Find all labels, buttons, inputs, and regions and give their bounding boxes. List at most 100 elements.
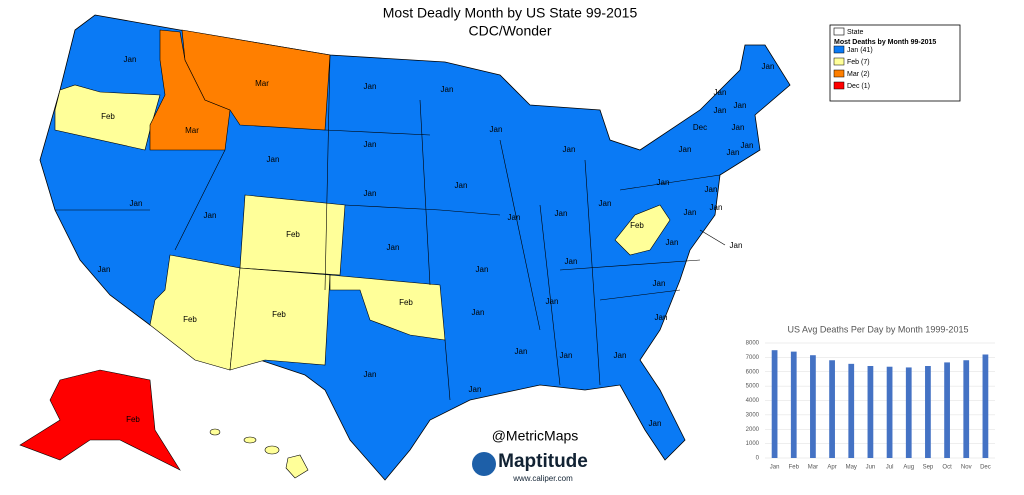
y-tick-label: 2000 (746, 427, 760, 433)
x-tick-label: May (846, 465, 857, 471)
state-label: Jan (741, 141, 754, 150)
state-label: Jan (655, 313, 668, 322)
state-label: Jan (267, 155, 280, 164)
bar (925, 366, 931, 458)
state-label: Jan (472, 308, 485, 317)
legend-items: Jan (41) Feb (7) Mar (2) Dec (1) (833, 45, 873, 90)
island (209, 428, 221, 436)
state-borders (55, 54, 721, 401)
bar (848, 363, 855, 458)
legend-swatch (833, 81, 845, 90)
state-label: Jan (546, 297, 559, 306)
state-label: Jan (204, 211, 217, 220)
y-tick-label: 1000 (746, 441, 760, 447)
state-label: Jan (364, 189, 377, 198)
y-tick-label: 7000 (746, 355, 760, 361)
state-label: Jan (730, 241, 743, 250)
brand-url: www.caliper.com (512, 474, 573, 483)
bar (771, 350, 778, 458)
y-tick-label: 0 (756, 456, 760, 462)
state-label: Jan (364, 140, 377, 149)
state-label: Jan (469, 385, 482, 394)
credit: @MetricMaps (492, 428, 579, 444)
x-tick-label: Jan (770, 465, 780, 471)
bar (886, 366, 893, 458)
state-label: Feb (101, 112, 115, 121)
brand: Maptitude (498, 451, 588, 472)
island (243, 436, 257, 444)
state-label: Jan (130, 199, 143, 208)
state-label: Jan (364, 82, 377, 91)
legend-label: Feb (7) (847, 59, 870, 66)
legend-swatch (833, 45, 845, 54)
state-label: Jan (441, 85, 454, 94)
legend-label: Dec (1) (847, 83, 870, 90)
bar (829, 360, 835, 458)
x-tick-label: Aug (903, 465, 914, 471)
legend: State Most Deaths by Month 99-2015 Jan (… (829, 24, 961, 102)
x-tick-label: Jul (886, 465, 894, 471)
y-tick-label: 5000 (746, 384, 760, 390)
state-labels: Jan Feb Jan Jan Mar Mar Jan Jan Feb Feb Feb Jan Jan J… (98, 55, 775, 428)
legend-label: Jan (41) (847, 47, 873, 54)
state-label: Jan (98, 265, 111, 274)
state-label: Dec (693, 123, 707, 132)
bar (982, 354, 989, 458)
state-label: Jan (364, 370, 377, 379)
x-tick-label: Jun (866, 465, 876, 471)
legend-box (829, 24, 961, 102)
state-label: Jan (560, 351, 573, 360)
state-label: Jan (727, 148, 740, 157)
state-label: Jan (555, 209, 568, 218)
x-tick-label: Nov (961, 465, 972, 471)
state-shape (229, 267, 331, 371)
state-label: Jan (649, 419, 662, 428)
state-label: Jan (710, 203, 723, 212)
bar (790, 351, 797, 458)
state-label: Feb (272, 310, 286, 319)
x-tick-label: Feb (789, 465, 800, 471)
state-label: Feb (399, 298, 413, 307)
state-label: Jan (714, 106, 727, 115)
state-label: Jan (515, 347, 528, 356)
y-tick-label: 6000 (746, 369, 760, 375)
state-label: Jan (476, 265, 489, 274)
state-shape (239, 194, 346, 276)
state-label: Jan (614, 351, 627, 360)
x-tick-label: Dec (980, 465, 991, 471)
map (19, 14, 791, 481)
state-label: Jan (705, 185, 718, 194)
legend-swatch (833, 69, 845, 78)
state-label: Jan (565, 257, 578, 266)
state-label: Jan (387, 243, 400, 252)
state-label: Jan (666, 238, 679, 247)
x-tick-label: Mar (808, 465, 818, 471)
state-label: Jan (734, 101, 747, 110)
state-label: Feb (126, 415, 140, 424)
y-tick-label: 8000 (746, 341, 760, 347)
state-label: Jan (762, 62, 775, 71)
legend-header: State (847, 29, 863, 36)
state-label: Jan (599, 199, 612, 208)
bar (810, 355, 816, 458)
state-label: Jan (657, 178, 670, 187)
legend-label: Mar (2) (847, 71, 870, 78)
state-label: Jan (455, 181, 468, 190)
legend-title: Most Deaths by Month 99-2015 (834, 39, 936, 46)
state-label: Jan (679, 145, 692, 154)
chart-title: US Avg Deaths Per Day by Month 1999-2015 (788, 324, 969, 334)
state-shape (19, 369, 181, 471)
state-label: Jan (732, 123, 745, 132)
state-shape (181, 29, 331, 131)
island (285, 454, 309, 479)
callout-line (699, 229, 726, 246)
bar (905, 367, 912, 458)
y-tick-label: 4000 (746, 398, 760, 404)
state-label: Jan (124, 55, 137, 64)
x-tick-label: Apr (827, 465, 836, 471)
bar (867, 366, 874, 458)
legend-swatch (833, 57, 845, 66)
state-label: Mar (185, 126, 199, 135)
